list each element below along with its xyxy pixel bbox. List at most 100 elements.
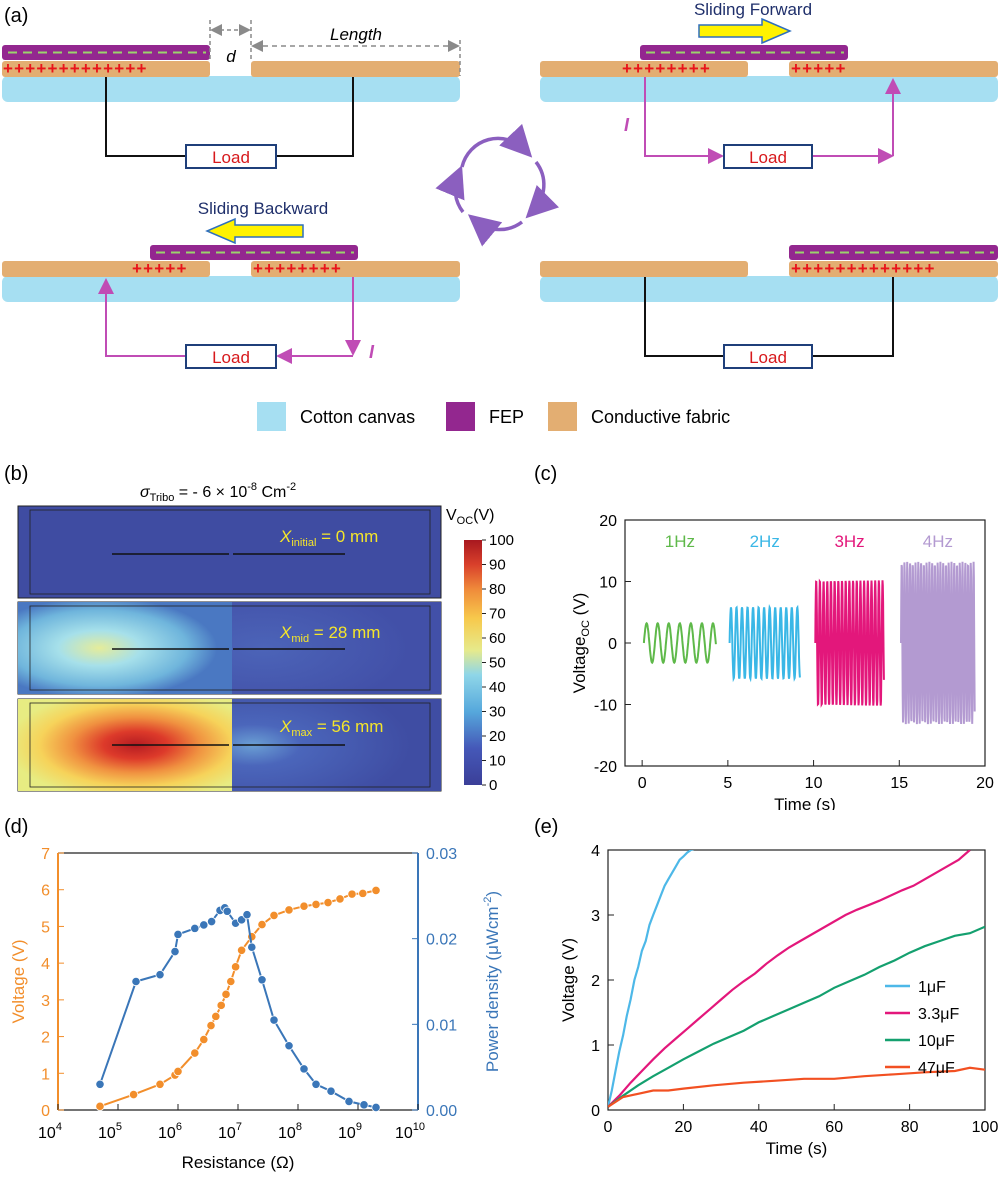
data-point bbox=[299, 1064, 309, 1074]
legend-label-fabric: Conductive fabric bbox=[591, 407, 730, 427]
panel-e-chart: (e) 0 20 40 60 80 100 0 1 2 3 4 Time (s) Voltage (V) 1… bbox=[534, 816, 999, 1158]
colorbar-tick-label: 50 bbox=[489, 655, 506, 672]
data-point bbox=[206, 1020, 216, 1031]
conductive-fabric-right bbox=[789, 61, 998, 77]
load-box bbox=[723, 144, 813, 169]
x-axis-label: Time (s) bbox=[766, 1139, 828, 1158]
y-tick-label-left: 5 bbox=[41, 919, 50, 936]
colorbar-tick-label: 100 bbox=[489, 532, 514, 549]
backward-arrow bbox=[205, 217, 304, 245]
load-box bbox=[723, 344, 813, 369]
y-tick-label-left: 4 bbox=[41, 956, 50, 973]
series-line bbox=[814, 578, 885, 708]
data-point bbox=[371, 885, 381, 896]
panel-c-chart: (c) 0 5 10 15 20 -20 -10 0 10 20 Time (s) VoltageOC … bbox=[534, 463, 994, 810]
data-point bbox=[269, 1015, 279, 1025]
y-tick-label: -20 bbox=[594, 759, 617, 776]
data-point bbox=[311, 1079, 321, 1089]
sim-state-mid: Xmid = 28 mm bbox=[17, 601, 442, 695]
panel-b-simulation: (b) σTribo = - 6 × 10-8 Cm-2 Xinitial = … bbox=[4, 463, 514, 794]
y-tick-label-left: 6 bbox=[41, 883, 50, 900]
state-label-max: Xmax = 56 mm bbox=[279, 717, 383, 739]
forward-arrow bbox=[698, 17, 792, 45]
positive-charges: +++++ bbox=[132, 259, 188, 278]
panel-d-label: (d) bbox=[4, 816, 28, 838]
data-point bbox=[344, 1096, 354, 1107]
state-label-mid: Xmid = 28 mm bbox=[279, 623, 380, 645]
data-point bbox=[190, 923, 200, 933]
conductive-fabric-right bbox=[251, 61, 460, 77]
y-tick-label: 4 bbox=[591, 843, 600, 860]
legend-swatch-fabric bbox=[548, 402, 577, 431]
series-line bbox=[608, 850, 971, 1108]
x-tick-label: 1010 bbox=[395, 1121, 425, 1142]
load-label: Load bbox=[212, 348, 250, 367]
legend-swatch-cotton bbox=[257, 402, 286, 431]
positive-charges: ++++++++ bbox=[622, 59, 711, 78]
data-point bbox=[211, 1011, 221, 1021]
x-axis-label: Time (s) bbox=[774, 795, 836, 810]
y-tick-label: 0 bbox=[608, 636, 617, 653]
colorbar-tick-label: 0 bbox=[489, 777, 497, 794]
x-tick-label: 20 bbox=[675, 1119, 693, 1136]
y-tick-label-left: 0 bbox=[41, 1103, 50, 1120]
y-tick-label: -10 bbox=[594, 698, 617, 715]
data-point bbox=[216, 1000, 226, 1010]
current-path bbox=[98, 278, 186, 357]
colorbar-tick-label: 30 bbox=[489, 704, 506, 721]
x-axis-label: Resistance (Ω) bbox=[182, 1153, 295, 1172]
y-tick-label-right: 0.00 bbox=[426, 1103, 457, 1120]
data-point bbox=[226, 976, 236, 987]
data-point bbox=[269, 910, 279, 921]
series-line bbox=[642, 621, 717, 665]
state-sliding-forward: Sliding Forward ++++++++ +++++ I Load bbox=[540, 0, 998, 169]
data-point bbox=[242, 910, 252, 920]
panel-c-label: (c) bbox=[534, 463, 557, 485]
cotton-canvas-layer bbox=[2, 276, 460, 302]
data-point bbox=[311, 899, 321, 910]
circuit-wire bbox=[105, 77, 186, 157]
sliding-backward-label: Sliding Backward bbox=[198, 199, 328, 218]
material-legend: Cotton canvas FEP Conductive fabric bbox=[257, 402, 730, 431]
series-line bbox=[608, 850, 695, 1108]
colorbar-tick-label: 90 bbox=[489, 557, 506, 574]
cotton-canvas-layer bbox=[540, 76, 998, 102]
data-point bbox=[359, 1100, 369, 1110]
positive-charges: +++++++++++++ bbox=[791, 259, 936, 278]
cycle-arrows bbox=[435, 123, 559, 247]
data-point bbox=[257, 975, 267, 985]
data-point bbox=[95, 1079, 105, 1089]
conductive-fabric-left bbox=[540, 61, 748, 77]
legend-label-cotton: Cotton canvas bbox=[300, 407, 415, 427]
x-tick-label: 15 bbox=[890, 775, 908, 792]
positive-charges: +++++ bbox=[791, 59, 847, 78]
y-tick-label-left: 3 bbox=[41, 993, 50, 1010]
colorbar-tick-label: 60 bbox=[489, 630, 506, 647]
series-line bbox=[608, 1066, 985, 1108]
y-tick-label-left: 7 bbox=[41, 846, 50, 863]
data-point bbox=[335, 894, 345, 904]
series-line bbox=[99, 906, 377, 1109]
data-point bbox=[371, 1102, 381, 1113]
data-point bbox=[257, 919, 267, 930]
data-point bbox=[199, 1034, 209, 1045]
data-point bbox=[131, 976, 141, 987]
x-tick-label: 0 bbox=[638, 775, 647, 792]
panel-e-label: (e) bbox=[534, 816, 558, 838]
legend-label-fep: FEP bbox=[489, 407, 524, 427]
series-line bbox=[728, 604, 801, 683]
y-axis-label: VoltageOC (V) bbox=[570, 593, 592, 694]
series-label: 3Hz bbox=[834, 532, 864, 551]
sliding-forward-label: Sliding Forward bbox=[694, 0, 812, 19]
data-point bbox=[155, 970, 165, 980]
colorbar-tick-label: 20 bbox=[489, 728, 506, 745]
series-label: 1Hz bbox=[665, 532, 695, 551]
x-tick-label: 105 bbox=[98, 1121, 122, 1142]
circuit-wire bbox=[644, 277, 724, 357]
data-point bbox=[173, 1066, 183, 1077]
data-point bbox=[190, 1048, 200, 1058]
x-tick-label: 100 bbox=[972, 1119, 999, 1136]
data-point bbox=[207, 916, 217, 927]
positive-charges: ++++++++ bbox=[253, 259, 342, 278]
